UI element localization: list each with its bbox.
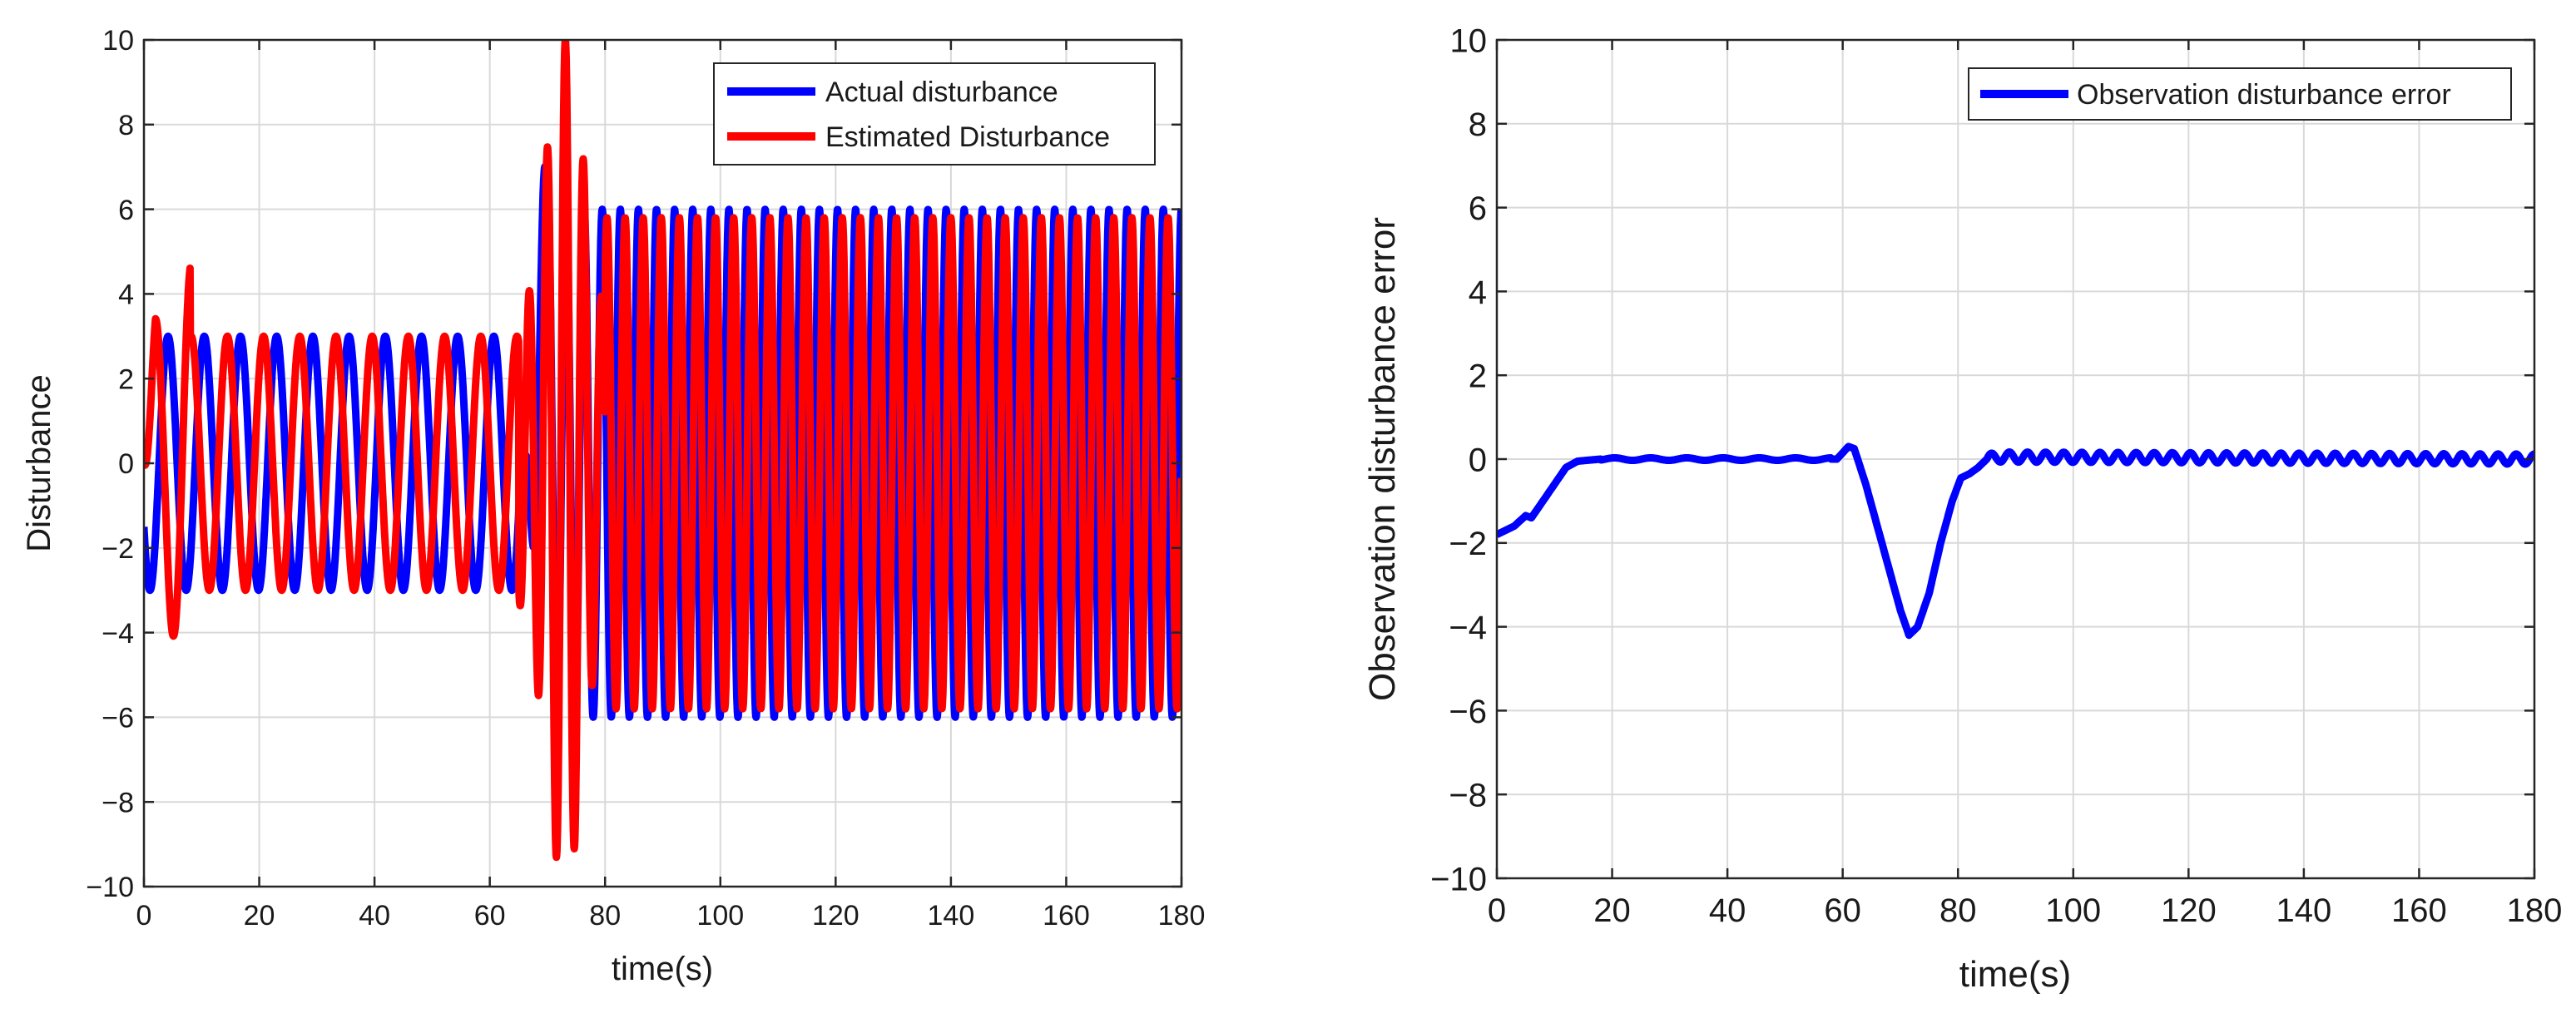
left-y-tick-label: 10 [102, 25, 134, 57]
series-line-actual-disturbance [144, 162, 1181, 721]
left-x-tick-label: 140 [928, 900, 975, 932]
right-y-tick-label: −6 [1449, 694, 1487, 730]
left-chart: 0 20 40 60 80 100 120 140 160 180 −10 −8 −6 −4 −2 0 2 4 6 8… [21, 25, 1205, 987]
left-x-tick-label: 60 [474, 900, 506, 932]
left-ticks: 0 20 40 60 80 100 120 140 160 180 −10 −8 −6 −4 −2 0 2 4 6 8… [86, 25, 1205, 932]
right-x-tick-label: 180 [2507, 892, 2563, 929]
right-x-tick-label: 120 [2161, 892, 2217, 929]
left-x-tick-label: 160 [1043, 900, 1090, 932]
right-x-tick-label: 80 [1939, 892, 1977, 929]
left-y-tick-label: 2 [118, 363, 134, 395]
left-series-group [144, 40, 1181, 862]
right-series-group [1497, 442, 2534, 640]
left-x-tick-label: 0 [136, 900, 152, 932]
right-x-tick-label: 40 [1709, 892, 1746, 929]
right-ticks: 0 20 40 60 80 100 120 140 160 180 −10 −8 −6 −4 −2 0 2 4 6 8… [1430, 22, 2562, 929]
right-y-tick-label: 8 [1469, 106, 1487, 143]
left-y-tick-label: −4 [102, 618, 134, 650]
left-y-tick-label: 6 [118, 195, 134, 226]
right-y-axis-label: Observation disturbance error [1362, 217, 1403, 701]
right-y-tick-label: 0 [1469, 442, 1487, 478]
left-y-tick-label: −2 [102, 533, 134, 565]
left-y-tick-label: −10 [86, 872, 134, 903]
left-x-tick-label: 100 [696, 900, 744, 932]
left-x-tick-label: 180 [1158, 900, 1206, 932]
right-x-axis-label: time(s) [1959, 954, 2071, 995]
left-y-tick-label: −6 [102, 703, 134, 734]
right-x-tick-label: 20 [1593, 892, 1631, 929]
left-y-tick-label: 4 [118, 279, 134, 311]
left-legend-box [713, 62, 1156, 166]
right-chart: 0 20 40 60 80 100 120 140 160 180 −10 −8 −6 −4 −2 0 2 4 6 8… [1362, 22, 2562, 995]
right-y-tick-label: −2 [1449, 526, 1487, 562]
right-y-tick-label: 10 [1450, 22, 1488, 59]
right-y-tick-label: 2 [1469, 358, 1487, 395]
right-x-tick-label: 140 [2276, 892, 2332, 929]
right-x-tick-label: 160 [2391, 892, 2447, 929]
left-y-tick-label: 0 [118, 448, 134, 480]
right-legend: Observation disturbance error [1968, 67, 2512, 121]
left-x-tick-label: 80 [589, 900, 621, 932]
right-y-tick-label: −8 [1449, 778, 1487, 814]
right-x-tick-label: 60 [1824, 892, 1861, 929]
series-line-estimated-disturbance [144, 40, 1181, 862]
left-x-tick-label: 40 [359, 900, 390, 932]
legend-label-error: Observation disturbance error [2077, 79, 2451, 111]
left-y-axis-label: Disturbance [21, 374, 57, 551]
left-x-axis-label: time(s) [612, 951, 713, 987]
left-legend: Actual disturbance Estimated Disturbance [713, 62, 1156, 166]
right-y-tick-label: 6 [1469, 190, 1487, 227]
legend-label-actual: Actual disturbance [825, 77, 1058, 108]
right-y-tick-label: −10 [1430, 861, 1487, 897]
left-x-tick-label: 120 [812, 900, 859, 932]
right-y-tick-label: 4 [1469, 274, 1487, 311]
right-x-tick-label: 100 [2045, 892, 2101, 929]
series-line-observation-error [1497, 442, 2534, 640]
left-y-tick-label: 8 [118, 110, 134, 141]
right-x-tick-label: 0 [1488, 892, 1506, 929]
right-y-tick-label: −4 [1449, 610, 1487, 646]
left-x-tick-label: 20 [244, 900, 275, 932]
left-y-tick-label: −8 [102, 787, 134, 818]
legend-label-estimated: Estimated Disturbance [825, 121, 1110, 153]
